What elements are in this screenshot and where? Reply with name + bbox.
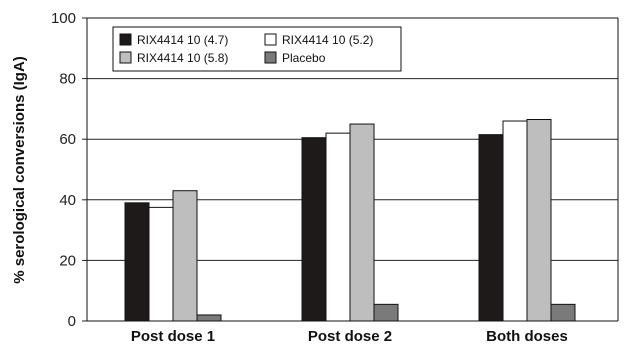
legend: RIX4414 10 (4.7) RIX4414 10 (5.2) RIX4414 …	[112, 26, 402, 72]
legend-swatch	[264, 33, 277, 46]
bar	[349, 123, 375, 322]
legend-label: RIX4414 10 (5.8)	[137, 51, 228, 65]
bar	[172, 190, 198, 322]
legend-swatch	[119, 51, 132, 64]
y-tick-label: 20	[59, 252, 76, 269]
legend-swatch	[119, 33, 132, 46]
y-axis-label: % serological conversions (IgA)	[11, 56, 28, 284]
bar	[301, 137, 327, 322]
y-tick-label: 60	[59, 131, 76, 148]
bar	[373, 303, 399, 322]
bar	[325, 132, 351, 322]
bar	[526, 119, 552, 322]
bar	[550, 303, 576, 322]
bar	[478, 134, 504, 322]
legend-label: RIX4414 10 (5.2)	[282, 33, 373, 47]
x-category-label: Post dose 2	[308, 328, 392, 345]
y-tick-label: 80	[59, 71, 76, 88]
bars	[124, 119, 576, 322]
legend-label: RIX4414 10 (4.7)	[137, 33, 228, 47]
x-category-label: Both doses	[486, 328, 568, 345]
legend-swatch	[264, 51, 277, 64]
y-tick-label: 40	[59, 192, 76, 209]
axes	[86, 17, 619, 322]
bar	[196, 314, 222, 322]
x-category-label: Post dose 1	[131, 328, 215, 345]
bar	[124, 202, 150, 322]
x-category-labels: Post dose 1 Post dose 2 Both doses	[131, 328, 568, 345]
bar	[148, 206, 174, 322]
legend-label: Placebo	[282, 51, 326, 65]
y-tick-labels: 0 20 40 60 80 100	[51, 10, 76, 330]
legend-box	[112, 26, 402, 72]
bar	[502, 120, 528, 322]
y-tick-label: 100	[51, 10, 76, 27]
y-tick-label: 0	[68, 313, 76, 330]
